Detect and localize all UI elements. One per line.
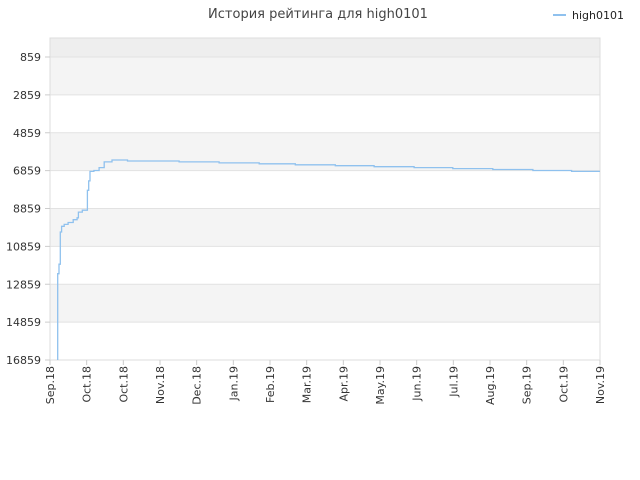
x-tick-label-7: Mar.19 [301, 366, 314, 403]
x-tick-label-4: Dec.18 [191, 366, 204, 405]
y-tick-label-5: 10859 [6, 240, 41, 253]
x-tick-label-11: Jul.19 [447, 366, 460, 398]
y-axis-ticks: 859 2859 4859 6859 8859 10859 12859 14859 16859 [6, 51, 50, 367]
y-tick-label-7: 14859 [6, 316, 41, 329]
x-tick-label-3: Nov.18 [154, 366, 167, 404]
x-tick-label-2: Oct.18 [117, 366, 130, 403]
x-tick-label-1: Oct.18 [81, 366, 94, 403]
x-tick-label-15: Nov.19 [594, 366, 607, 404]
x-tick-label-14: Oct.19 [557, 366, 570, 403]
x-tick-label-5: Jan.19 [227, 366, 240, 401]
band-5 [50, 246, 600, 285]
y-tick-label-8: 16859 [6, 354, 41, 367]
band-top [50, 38, 600, 57]
legend-label-high0101: high0101 [572, 9, 624, 22]
band-4 [50, 208, 600, 247]
plot-background-bands [50, 38, 600, 360]
x-tick-label-10: Jun.19 [411, 366, 424, 402]
series-layer [57, 159, 600, 360]
x-tick-label-12: Aug.19 [484, 366, 497, 405]
plot-area-border [49, 37, 601, 361]
band-3 [50, 170, 600, 209]
x-tick-label-9: May.19 [374, 366, 387, 405]
y-tick-label-0: 859 [20, 51, 41, 64]
x-axis-ticks: Sep.18 Oct.18 Oct.18 Nov.18 Dec.18 Jan.19 Feb.… [44, 360, 607, 405]
series-line-high0101 [57, 159, 600, 360]
x-tick-label-0: Sep.18 [44, 366, 57, 404]
band-0 [50, 57, 600, 95]
band-6 [50, 284, 600, 323]
band-1 [50, 94, 600, 133]
y-tick-label-3: 6859 [13, 165, 41, 178]
y-tick-label-2: 4859 [13, 127, 41, 140]
y-tick-label-4: 8859 [13, 203, 41, 216]
x-tick-label-13: Sep.19 [521, 366, 534, 404]
x-tick-label-6: Feb.19 [264, 366, 277, 403]
chart-title: История рейтинга для high0101 [208, 7, 428, 22]
y-tick-label-1: 2859 [13, 89, 41, 102]
band-7 [50, 322, 600, 360]
legend: high0101 [553, 9, 624, 22]
x-tick-label-8: Apr.19 [337, 366, 350, 402]
y-tick-label-6: 12859 [6, 278, 41, 291]
